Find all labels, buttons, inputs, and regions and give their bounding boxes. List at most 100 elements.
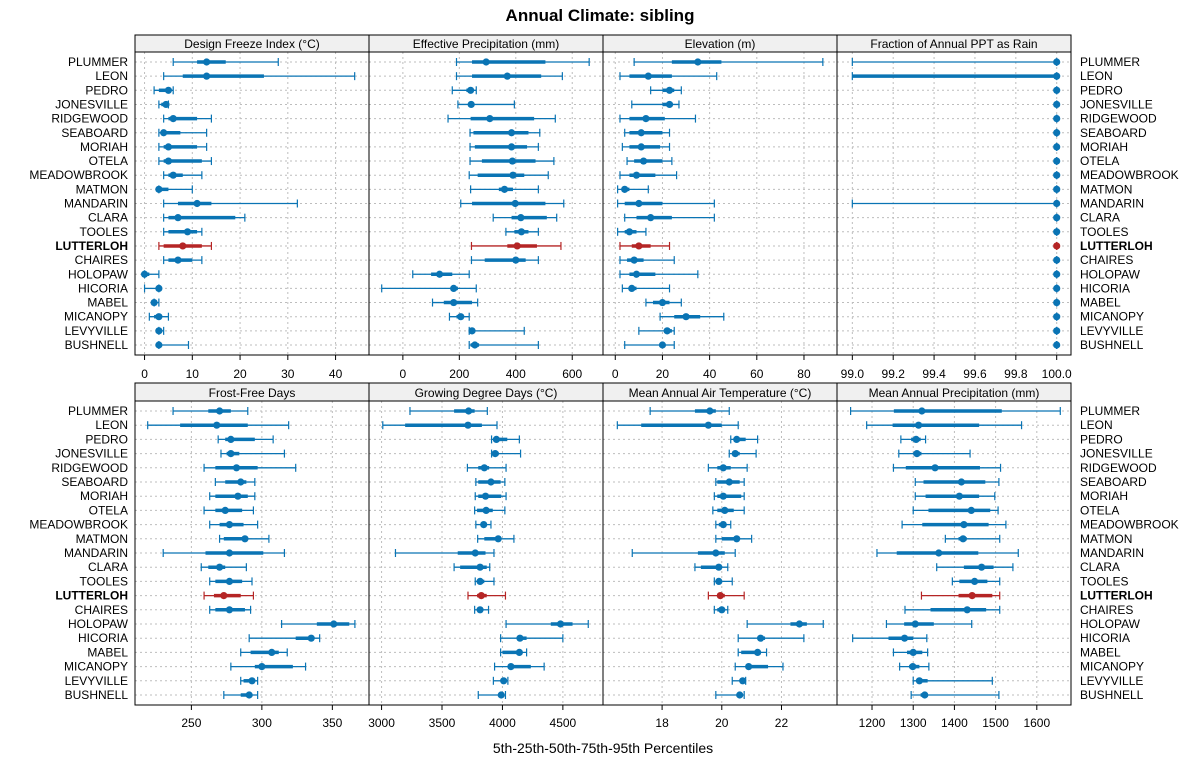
site-label-left: TOOLES — [80, 225, 128, 239]
percentile-row-chaires — [1053, 256, 1061, 265]
site-label-left: JONESVILLE — [55, 447, 128, 461]
panel-title: Design Freeze Index (°C) — [184, 37, 320, 51]
percentile-row-lutterloh — [470, 241, 562, 250]
percentile-row-micanopy — [899, 662, 930, 671]
percentile-row-bushnell — [1053, 341, 1061, 349]
point-median — [220, 592, 228, 600]
site-label-left: HOLOPAW — [68, 617, 129, 631]
percentile-row-micanopy — [230, 662, 307, 671]
percentile-row-levyville — [155, 326, 165, 335]
percentile-row-clara — [936, 563, 1014, 572]
site-label-left: LEVYVILLE — [65, 674, 128, 688]
percentile-row-leon — [851, 72, 1061, 81]
percentile-row-lutterloh — [158, 241, 213, 250]
site-label-left: SEABOARD — [61, 126, 128, 140]
percentile-row-tooles — [1053, 227, 1061, 236]
site-label-left: MANDARIN — [64, 197, 128, 211]
point-median — [481, 492, 490, 500]
point-median — [245, 691, 253, 699]
point-median — [203, 58, 211, 66]
point-median — [911, 620, 919, 628]
point-median — [225, 521, 234, 529]
site-label-right: LUTTERLOH — [1080, 239, 1153, 253]
panel-title: Elevation (m) — [685, 37, 756, 51]
point-median — [234, 492, 242, 500]
point-median — [1053, 284, 1061, 292]
panel-6: Growing Degree Days (°C) 3000 3500 4000 4500 — [368, 382, 604, 730]
site-label-left: OTELA — [89, 154, 128, 168]
point-median — [795, 620, 803, 628]
percentile-row-micanopy — [659, 312, 725, 321]
percentile-row-pedro — [730, 435, 759, 444]
percentile-row-moriah — [713, 492, 745, 501]
panel-2: Effective Precipitation (mm) 0 200 400 600 — [368, 34, 604, 381]
site-label-left: MEADOWBROOK — [29, 168, 128, 182]
percentile-row-hicoria — [381, 284, 477, 293]
point-median — [467, 86, 475, 94]
point-median — [706, 407, 714, 415]
point-median — [719, 464, 727, 472]
percentile-row-lutterloh — [920, 591, 1001, 600]
percentile-row-matmon — [155, 185, 193, 194]
site-label-left: SEABOARD — [61, 475, 128, 489]
site-label-left: PEDRO — [85, 83, 128, 97]
percentile-row-meadowbrook — [163, 171, 203, 180]
point-median — [155, 327, 163, 335]
percentile-row-clara — [624, 213, 715, 222]
percentile-row-hicoria — [143, 284, 163, 293]
percentile-row-ridgewood — [163, 114, 213, 123]
point-median — [476, 577, 484, 586]
point-median — [491, 450, 499, 458]
x-tick-label: 30 — [281, 367, 295, 381]
percentile-row-chaires — [619, 256, 675, 265]
point-median — [637, 129, 645, 137]
percentile-row-chaires — [470, 256, 539, 265]
point-median — [492, 435, 500, 443]
site-label-right: RIDGEWOOD — [1080, 112, 1157, 126]
point-median — [482, 58, 490, 66]
point-median — [635, 199, 643, 208]
point-median — [909, 648, 917, 657]
percentile-row-ridgewood — [203, 463, 297, 472]
point-median — [193, 199, 201, 208]
site-label-left: CLARA — [88, 211, 128, 225]
percentile-row-matmon — [470, 185, 539, 194]
point-median — [639, 157, 648, 165]
site-label-left: OTELA — [89, 503, 128, 517]
site-label-right: MANDARIN — [1080, 546, 1144, 560]
percentile-row-otela — [158, 157, 213, 166]
site-label-left: MABEL — [87, 645, 128, 659]
site-label-left: PLUMMER — [68, 55, 128, 69]
percentile-row-holopaw — [1053, 270, 1061, 279]
point-median — [516, 634, 524, 642]
panel-title: Effective Precipitation (mm) — [413, 37, 560, 51]
percentile-row-mabel — [500, 648, 528, 657]
point-median — [482, 506, 490, 514]
percentile-row-moriah — [474, 492, 507, 501]
site-label-left: BUSHNELL — [65, 688, 129, 702]
point-median — [471, 341, 479, 349]
point-median — [556, 620, 565, 628]
point-median — [508, 157, 516, 165]
percentile-row-otela — [203, 506, 255, 515]
point-median — [1053, 115, 1061, 123]
x-tick-label: 18 — [655, 716, 669, 730]
percentile-row-hicoria — [248, 634, 321, 643]
point-median — [225, 577, 234, 586]
point-median — [164, 143, 173, 151]
panel-8: Mean Annual Precipitation (mm) 1200 1300 14… — [836, 382, 1179, 730]
point-median — [330, 620, 338, 628]
panel-title: Mean Annual Air Temperature (°C) — [629, 386, 812, 400]
x-tick-label: 20 — [656, 367, 670, 381]
percentile-row-leon — [163, 72, 356, 81]
point-median — [487, 478, 495, 486]
point-median — [733, 435, 741, 443]
point-median — [500, 185, 509, 193]
percentile-row-holopaw — [505, 620, 589, 628]
point-median — [160, 129, 168, 137]
site-label-left: CHAIRES — [75, 253, 128, 267]
percentile-row-seaboard — [158, 128, 208, 137]
site-label-right: LEVYVILLE — [1080, 324, 1143, 338]
x-tick-label: 0 — [141, 367, 148, 381]
percentile-row-pedro — [650, 86, 682, 95]
